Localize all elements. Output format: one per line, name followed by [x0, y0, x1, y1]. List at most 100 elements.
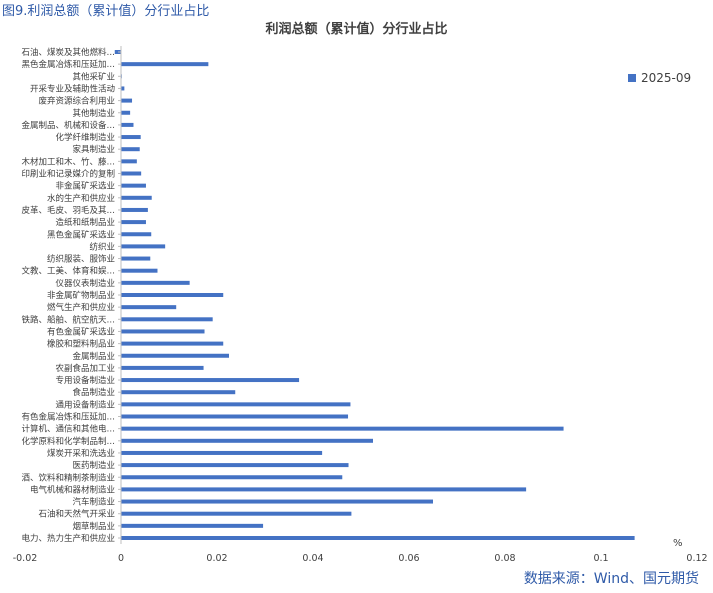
category-label: 其他制造业 [72, 108, 115, 119]
figure-label: 图9.利润总额（累计值）分行业占比 [2, 4, 210, 19]
x-tick-label: 0 [118, 553, 124, 564]
category-label: 文教、工美、体育和娱… [21, 266, 115, 277]
bar [121, 523, 264, 528]
category-label: 印刷业和记录媒介的复制 [21, 169, 115, 180]
bar [121, 256, 151, 261]
bar [121, 195, 152, 200]
category-label: 废弃资源综合利用业 [38, 96, 115, 107]
category-label: 石油和天然气开采业 [38, 509, 115, 520]
legend: 2025-09 [628, 71, 691, 85]
category-label: 非金属矿物制品业 [47, 290, 115, 301]
category-label: 电气机械和器材制造业 [30, 484, 115, 495]
category-label: 通用设备制造业 [55, 399, 115, 410]
category-label: 石油、煤炭及其他燃料… [21, 47, 115, 58]
bar [121, 122, 134, 127]
bar [121, 463, 349, 468]
category-label: 皮革、毛皮、羽毛及其… [21, 205, 115, 216]
category-label: 其他采矿业 [72, 71, 115, 82]
x-axis: -0.02 0 0.02 0.04 0.06 0.08 0.1 0.12 [13, 46, 708, 564]
bar [121, 438, 373, 443]
category-label: 专用设备制造业 [55, 375, 115, 386]
bar [121, 232, 152, 237]
x-tick-label: 0.02 [206, 553, 227, 564]
category-label: 医药制造业 [72, 460, 115, 471]
category-label: 化学纤维制造业 [55, 132, 115, 143]
bar [121, 487, 527, 492]
category-label: 计算机、通信和其他电… [21, 424, 115, 435]
unit-label: % [673, 538, 683, 549]
category-label: 化学原料和化学制品制… [21, 436, 115, 447]
bar [121, 293, 224, 297]
bar [121, 207, 148, 212]
bar [121, 414, 349, 419]
category-label: 纺织业 [89, 241, 115, 252]
bar [121, 329, 205, 334]
category-label: 非金属矿采选业 [55, 181, 115, 192]
bar [121, 280, 190, 285]
bar [121, 147, 140, 152]
x-tick-label: 0.12 [686, 553, 707, 564]
bar [121, 305, 177, 310]
category-label: 纺织服装、服饰业 [47, 254, 115, 265]
chart-title: 利润总额（累计值）分行业占比 [265, 22, 448, 37]
category-label: 铁路、船舶、航空航天… [21, 314, 115, 325]
category-label: 汽车制造业 [72, 497, 115, 508]
category-label: 有色金属矿采选业 [47, 326, 115, 337]
category-label: 燃气生产和供应业 [47, 302, 115, 313]
x-tick-label: 0.04 [302, 553, 323, 564]
legend-swatch [628, 74, 636, 82]
category-label: 有色金属冶炼和压延加… [21, 412, 115, 423]
bar [121, 268, 158, 273]
category-label: 金属制品业 [72, 351, 115, 362]
bars-group [114, 50, 635, 540]
bar [121, 135, 141, 140]
legend-label: 2025-09 [641, 71, 691, 85]
bar [121, 353, 229, 358]
bar [121, 98, 133, 103]
category-label: 开采专业及辅助性活动 [30, 83, 116, 94]
category-label: 橡胶和塑料制品业 [47, 339, 115, 350]
bar [121, 536, 635, 540]
x-tick-label: 0.08 [494, 553, 515, 564]
category-label: 木材加工和木、竹、藤… [21, 156, 115, 167]
bar [121, 86, 125, 91]
category-label: 家具制造业 [72, 144, 115, 155]
bar [114, 50, 121, 54]
bar [121, 244, 166, 249]
bar [121, 183, 146, 188]
category-label: 农副食品加工业 [55, 363, 115, 374]
bar [121, 171, 142, 176]
bar [121, 378, 300, 383]
category-label: 黑色金属冶炼和压延加… [21, 59, 115, 70]
category-label: 金属制品、机械和设备… [21, 120, 115, 131]
bar [121, 62, 209, 67]
bar [121, 511, 352, 516]
category-label: 水的生产和供应业 [47, 193, 115, 204]
category-labels: 石油、煤炭及其他燃料…黑色金属冶炼和压延加…其他采矿业开采专业及辅助性活动废弃资… [21, 47, 121, 544]
category-label: 仪器仪表制造业 [55, 278, 115, 289]
category-label: 烟草制品业 [72, 521, 115, 532]
bar [121, 365, 204, 370]
bar [121, 390, 236, 395]
source-note: 数据来源：Wind、国元期货 [523, 571, 699, 587]
category-label: 酒、饮料和精制茶制造业 [21, 472, 115, 483]
category-label: 黑色金属矿采选业 [47, 229, 115, 240]
category-label: 电力、热力生产和供应业 [21, 533, 115, 544]
category-label: 造纸和纸制品业 [55, 217, 115, 228]
bar [121, 341, 224, 346]
bar [121, 317, 213, 322]
bar [121, 110, 131, 115]
x-tick-label: 0.06 [398, 553, 419, 564]
bar [121, 475, 343, 480]
bar [121, 220, 146, 225]
category-label: 煤炭开采和洗选业 [47, 448, 115, 459]
x-tick-label: 0.1 [593, 553, 608, 564]
bar [121, 402, 351, 407]
category-label: 食品制造业 [72, 387, 115, 398]
bar [121, 450, 323, 455]
bar [121, 159, 137, 164]
bar [121, 426, 564, 431]
x-tick-label: -0.02 [13, 553, 38, 564]
bar [121, 499, 433, 504]
